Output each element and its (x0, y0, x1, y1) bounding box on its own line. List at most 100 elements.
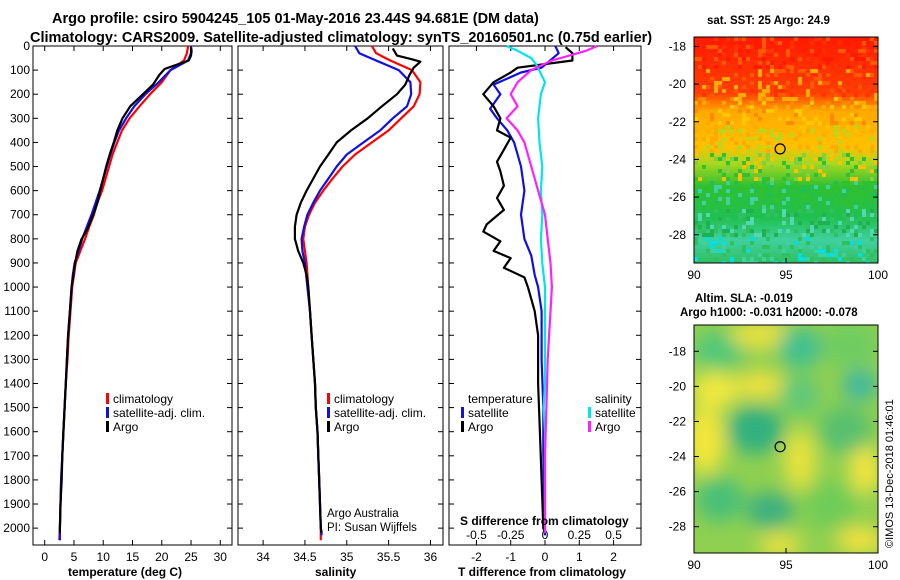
sst-pixel (818, 37, 822, 41)
sst-pixel (762, 145, 766, 149)
sst-pixel (798, 177, 802, 181)
sst-pixel (862, 249, 866, 253)
sst-pixel (746, 137, 750, 141)
sst-pixel (762, 97, 766, 101)
sla-map-title: Altim. SLA: -0.019 (695, 293, 793, 305)
sst-pixel (806, 241, 810, 245)
sst-pixel (762, 89, 766, 93)
sst-pixel (802, 189, 806, 193)
sst-pixel (810, 41, 814, 45)
sst-pixel (790, 97, 794, 101)
sst-pixel (738, 97, 742, 101)
sst-pixel (870, 149, 874, 153)
sst-pixel (714, 257, 718, 261)
sst-pixel (822, 93, 826, 97)
sst-pixel (822, 253, 826, 257)
sst-pixel (846, 145, 850, 149)
sst-pixel (706, 137, 710, 141)
sst-pixel (830, 121, 834, 125)
sst-pixel (842, 181, 846, 185)
sst-pixel (858, 117, 862, 121)
sst-pixel (726, 77, 730, 81)
sst-pixel (798, 157, 802, 161)
sst-pixel (870, 193, 874, 197)
sst-pixel (786, 217, 790, 221)
map-y-tick-label: -26 (669, 485, 687, 499)
sst-pixel (778, 93, 782, 97)
sst-pixel (794, 37, 798, 41)
sst-pixel (770, 129, 774, 133)
sst-pixel (770, 133, 774, 137)
sst-pixel (790, 221, 794, 225)
sst-pixel (798, 257, 802, 261)
panel-x-ticks: 0 5 10 15 20 25 30 34 34.5 35 35.5 36 -2 -1 0 1 2 -0.5 -0.… (41, 46, 622, 564)
sst-pixel (790, 245, 794, 249)
sst-pixel (818, 205, 822, 209)
sst-pixel (750, 165, 754, 169)
sst-pixel (846, 101, 850, 105)
sst-pixel (774, 137, 778, 141)
sst-pixel (842, 37, 846, 41)
sst-pixel (774, 257, 778, 261)
sst-pixel (822, 65, 826, 69)
sst-pixel (798, 253, 802, 257)
sst-pixel (798, 113, 802, 117)
sst-pixel (698, 189, 702, 193)
sst-pixel (858, 241, 862, 245)
sst-pixel (822, 149, 826, 153)
sst-pixel (762, 109, 766, 113)
sst-pixel (758, 169, 762, 173)
sst-pixel (822, 157, 826, 161)
series-line-argo (58, 47, 193, 533)
sst-pixel (834, 129, 838, 133)
sst-pixel (718, 185, 722, 189)
sst-pixel (870, 129, 874, 133)
depth-tick-label: 500 (10, 160, 30, 174)
sst-pixel (854, 129, 858, 133)
sst-pixel (714, 229, 718, 233)
sst-pixel (762, 101, 766, 105)
sst-pixel (742, 141, 746, 145)
map-y-tick-label: -26 (669, 190, 687, 204)
depth-tick-label: 600 (10, 184, 30, 198)
sst-pixel (822, 41, 826, 45)
sst-pixel (798, 37, 802, 41)
sst-pixel (782, 253, 786, 257)
sst-pixel (818, 73, 822, 77)
sst-pixel (774, 93, 778, 97)
depth-axis: 0 100 200 300 400 500 600 700 800 900 1000 1100 1200… (3, 39, 641, 535)
sst-pixel (706, 221, 710, 225)
sst-pixel (838, 141, 842, 145)
sst-pixel (814, 53, 818, 57)
sst-pixel (694, 213, 698, 217)
sst-pixel (870, 145, 874, 149)
sst-pixel (774, 213, 778, 217)
sst-pixel (866, 261, 870, 263)
sst-pixel (842, 153, 846, 157)
map-y-tick-label: -20 (669, 379, 687, 393)
sst-pixel (702, 85, 706, 89)
sla-map-ticks: 90 95 100 -18 -20 -22 -24 -26 -28 (669, 344, 889, 572)
argo-location-marker (774, 441, 786, 453)
sst-pixel (866, 49, 870, 53)
sst-pixel (754, 65, 758, 69)
sst-pixel (738, 57, 742, 61)
sst-pixel (766, 245, 770, 249)
sst-pixel (798, 81, 802, 85)
sst-pixel (794, 181, 798, 185)
sst-pixel (798, 221, 802, 225)
sst-pixel (726, 201, 730, 205)
sst-pixel (870, 169, 874, 173)
sst-pixel (694, 177, 698, 181)
sst-pixel (730, 129, 734, 133)
sst-pixel (702, 201, 706, 205)
sst-pixel (846, 125, 850, 129)
sst-pixel (754, 169, 758, 173)
sst-pixel (718, 221, 722, 225)
sst-pixel (746, 117, 750, 121)
sst-pixel (698, 217, 702, 221)
sst-pixel (866, 41, 870, 45)
sst-pixel (858, 245, 862, 249)
sst-pixel (714, 81, 718, 85)
sst-pixel (726, 181, 730, 185)
